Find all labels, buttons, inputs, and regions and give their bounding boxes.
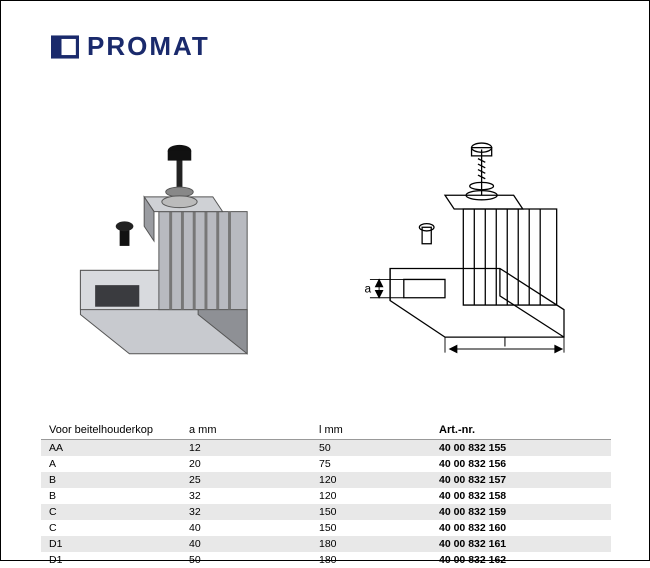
figures-row: a l — [51, 91, 601, 391]
cell-a: 20 — [181, 456, 311, 472]
cell-holder: C — [41, 520, 181, 536]
th-l: l mm — [311, 421, 431, 440]
cell-l: 180 — [311, 552, 431, 568]
cell-holder: C — [41, 504, 181, 520]
cell-l: 120 — [311, 472, 431, 488]
cell-holder: B — [41, 488, 181, 504]
cell-l: 150 — [311, 520, 431, 536]
th-art: Art.-nr. — [431, 421, 611, 440]
cell-a: 32 — [181, 488, 311, 504]
brand-logo: PROMAT — [51, 31, 210, 62]
th-a: a mm — [181, 421, 311, 440]
cell-holder: A — [41, 456, 181, 472]
table-row: AA125040 00 832 155 — [41, 440, 611, 457]
cell-a: 25 — [181, 472, 311, 488]
cell-a: 12 — [181, 440, 311, 457]
cell-l: 75 — [311, 456, 431, 472]
table-row: D15018040 00 832 162 — [41, 552, 611, 568]
spec-table: Voor beitelhouderkop a mm l mm Art.-nr. … — [41, 421, 611, 568]
cell-art: 40 00 832 155 — [431, 440, 611, 457]
product-photo — [51, 111, 286, 371]
cell-holder: AA — [41, 440, 181, 457]
cell-art: 40 00 832 161 — [431, 536, 611, 552]
cell-a: 32 — [181, 504, 311, 520]
table-row: A207540 00 832 156 — [41, 456, 611, 472]
cell-a: 40 — [181, 520, 311, 536]
cell-art: 40 00 832 158 — [431, 488, 611, 504]
cell-art: 40 00 832 156 — [431, 456, 611, 472]
table-row: C4015040 00 832 160 — [41, 520, 611, 536]
cell-art: 40 00 832 160 — [431, 520, 611, 536]
table-row: D14018040 00 832 161 — [41, 536, 611, 552]
cell-holder: B — [41, 472, 181, 488]
cell-art: 40 00 832 157 — [431, 472, 611, 488]
cell-holder: D1 — [41, 552, 181, 568]
logo-mark-icon — [51, 33, 79, 61]
cell-holder: D1 — [41, 536, 181, 552]
brand-name: PROMAT — [87, 31, 210, 62]
cell-a: 50 — [181, 552, 311, 568]
cell-art: 40 00 832 162 — [431, 552, 611, 568]
cell-l: 180 — [311, 536, 431, 552]
dim-label-l: l — [504, 335, 507, 349]
dim-label-a: a — [365, 281, 372, 295]
cell-l: 150 — [311, 504, 431, 520]
table-header-row: Voor beitelhouderkop a mm l mm Art.-nr. — [41, 421, 611, 440]
cell-art: 40 00 832 159 — [431, 504, 611, 520]
table-row: B3212040 00 832 158 — [41, 488, 611, 504]
cell-l: 50 — [311, 440, 431, 457]
cell-l: 120 — [311, 488, 431, 504]
table-row: C3215040 00 832 159 — [41, 504, 611, 520]
table-row: B2512040 00 832 157 — [41, 472, 611, 488]
th-holder: Voor beitelhouderkop — [41, 421, 181, 440]
technical-diagram: a l — [326, 111, 601, 371]
cell-a: 40 — [181, 536, 311, 552]
